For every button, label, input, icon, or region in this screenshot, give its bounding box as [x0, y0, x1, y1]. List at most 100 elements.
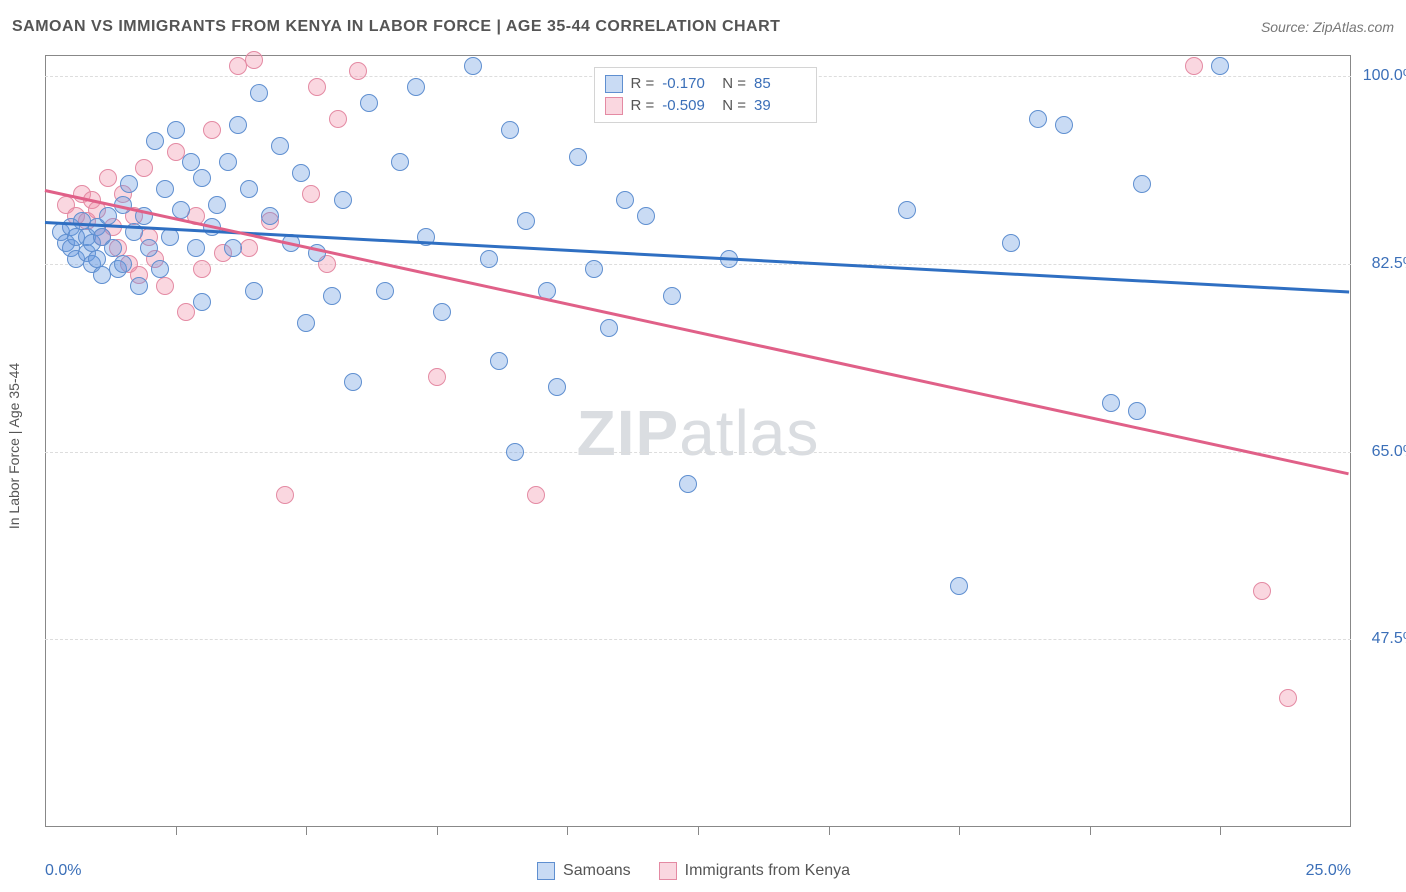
data-point	[527, 486, 545, 504]
legend-r-value: -0.170	[662, 75, 714, 92]
data-point	[679, 475, 697, 493]
data-point	[245, 282, 263, 300]
data-point	[1002, 234, 1020, 252]
data-point	[203, 121, 221, 139]
data-point	[517, 212, 535, 230]
data-point	[302, 185, 320, 203]
data-point	[1253, 582, 1271, 600]
legend-n-label: N =	[722, 97, 746, 114]
y-tick-label: 82.5%	[1372, 255, 1406, 273]
data-point	[156, 277, 174, 295]
data-point	[428, 368, 446, 386]
data-point	[334, 191, 352, 209]
data-point	[229, 116, 247, 134]
data-point	[360, 94, 378, 112]
legend-swatch	[537, 862, 555, 880]
y-tick-label: 100.0%	[1363, 67, 1406, 85]
gridline-horizontal	[45, 452, 1351, 453]
bottom-legend-item: Samoans	[537, 862, 631, 880]
data-point	[130, 277, 148, 295]
data-point	[898, 201, 916, 219]
data-point	[167, 143, 185, 161]
data-point	[99, 169, 117, 187]
stats-legend-row: R =-0.509N =39	[605, 95, 807, 117]
x-tick	[437, 827, 438, 835]
data-point	[490, 352, 508, 370]
data-point	[433, 303, 451, 321]
data-point	[271, 137, 289, 155]
data-point	[548, 378, 566, 396]
x-tick	[176, 827, 177, 835]
source-label: Source: ZipAtlas.com	[1261, 19, 1394, 35]
data-point	[292, 164, 310, 182]
data-point	[1102, 394, 1120, 412]
x-tick	[1220, 827, 1221, 835]
chart-title: SAMOAN VS IMMIGRANTS FROM KENYA IN LABOR…	[12, 18, 780, 36]
data-point	[250, 84, 268, 102]
data-point	[120, 175, 138, 193]
data-point	[177, 303, 195, 321]
x-max-label: 25.0%	[1306, 862, 1351, 880]
y-axis-label: In Labor Force | Age 35-44	[6, 363, 22, 529]
data-point	[297, 314, 315, 332]
data-point	[506, 443, 524, 461]
data-point	[193, 260, 211, 278]
stats-legend: R =-0.170N =85R =-0.509N =39	[594, 67, 818, 123]
data-point	[637, 207, 655, 225]
data-point	[193, 293, 211, 311]
legend-swatch	[659, 862, 677, 880]
data-point	[950, 577, 968, 595]
x-tick	[829, 827, 830, 835]
data-point	[1279, 689, 1297, 707]
x-axis-row: 0.0% SamoansImmigrants from Kenya 25.0%	[45, 862, 1351, 880]
data-point	[114, 255, 132, 273]
plot-container: ZIPatlas 100.0%82.5%65.0%47.5%R =-0.170N…	[45, 55, 1351, 827]
legend-swatch	[605, 97, 623, 115]
data-point	[569, 148, 587, 166]
data-point	[187, 239, 205, 257]
legend-r-label: R =	[631, 75, 655, 92]
data-point	[161, 228, 179, 246]
data-point	[240, 239, 258, 257]
data-point	[104, 239, 122, 257]
gridline-horizontal	[45, 639, 1351, 640]
data-point	[585, 260, 603, 278]
data-point	[219, 153, 237, 171]
plot-area: ZIPatlas 100.0%82.5%65.0%47.5%R =-0.170N…	[45, 55, 1351, 827]
legend-swatch	[605, 75, 623, 93]
stats-legend-row: R =-0.170N =85	[605, 73, 807, 95]
data-point	[1133, 175, 1151, 193]
x-tick	[306, 827, 307, 835]
gridline-horizontal	[45, 264, 1351, 265]
legend-series-label: Immigrants from Kenya	[685, 862, 850, 880]
data-point	[329, 110, 347, 128]
y-tick-label: 65.0%	[1372, 443, 1406, 461]
data-point	[464, 57, 482, 75]
y-tick-label: 47.5%	[1372, 630, 1406, 648]
data-point	[1128, 402, 1146, 420]
data-point	[1185, 57, 1203, 75]
regression-line	[45, 189, 1350, 475]
data-point	[407, 78, 425, 96]
x-tick	[1090, 827, 1091, 835]
data-point	[600, 319, 618, 337]
data-point	[1055, 116, 1073, 134]
data-point	[146, 132, 164, 150]
data-point	[376, 282, 394, 300]
data-point	[245, 51, 263, 69]
data-point	[240, 180, 258, 198]
x-tick	[567, 827, 568, 835]
legend-n-label: N =	[722, 75, 746, 92]
data-point	[616, 191, 634, 209]
data-point	[224, 239, 242, 257]
data-point	[99, 207, 117, 225]
data-point	[1029, 110, 1047, 128]
data-point	[349, 62, 367, 80]
data-point	[140, 239, 158, 257]
data-point	[501, 121, 519, 139]
legend-r-label: R =	[631, 97, 655, 114]
bottom-legend: Samoans Immigrants from Kenya	[537, 862, 850, 880]
x-tick	[698, 827, 699, 835]
data-point	[663, 287, 681, 305]
data-point	[182, 153, 200, 171]
